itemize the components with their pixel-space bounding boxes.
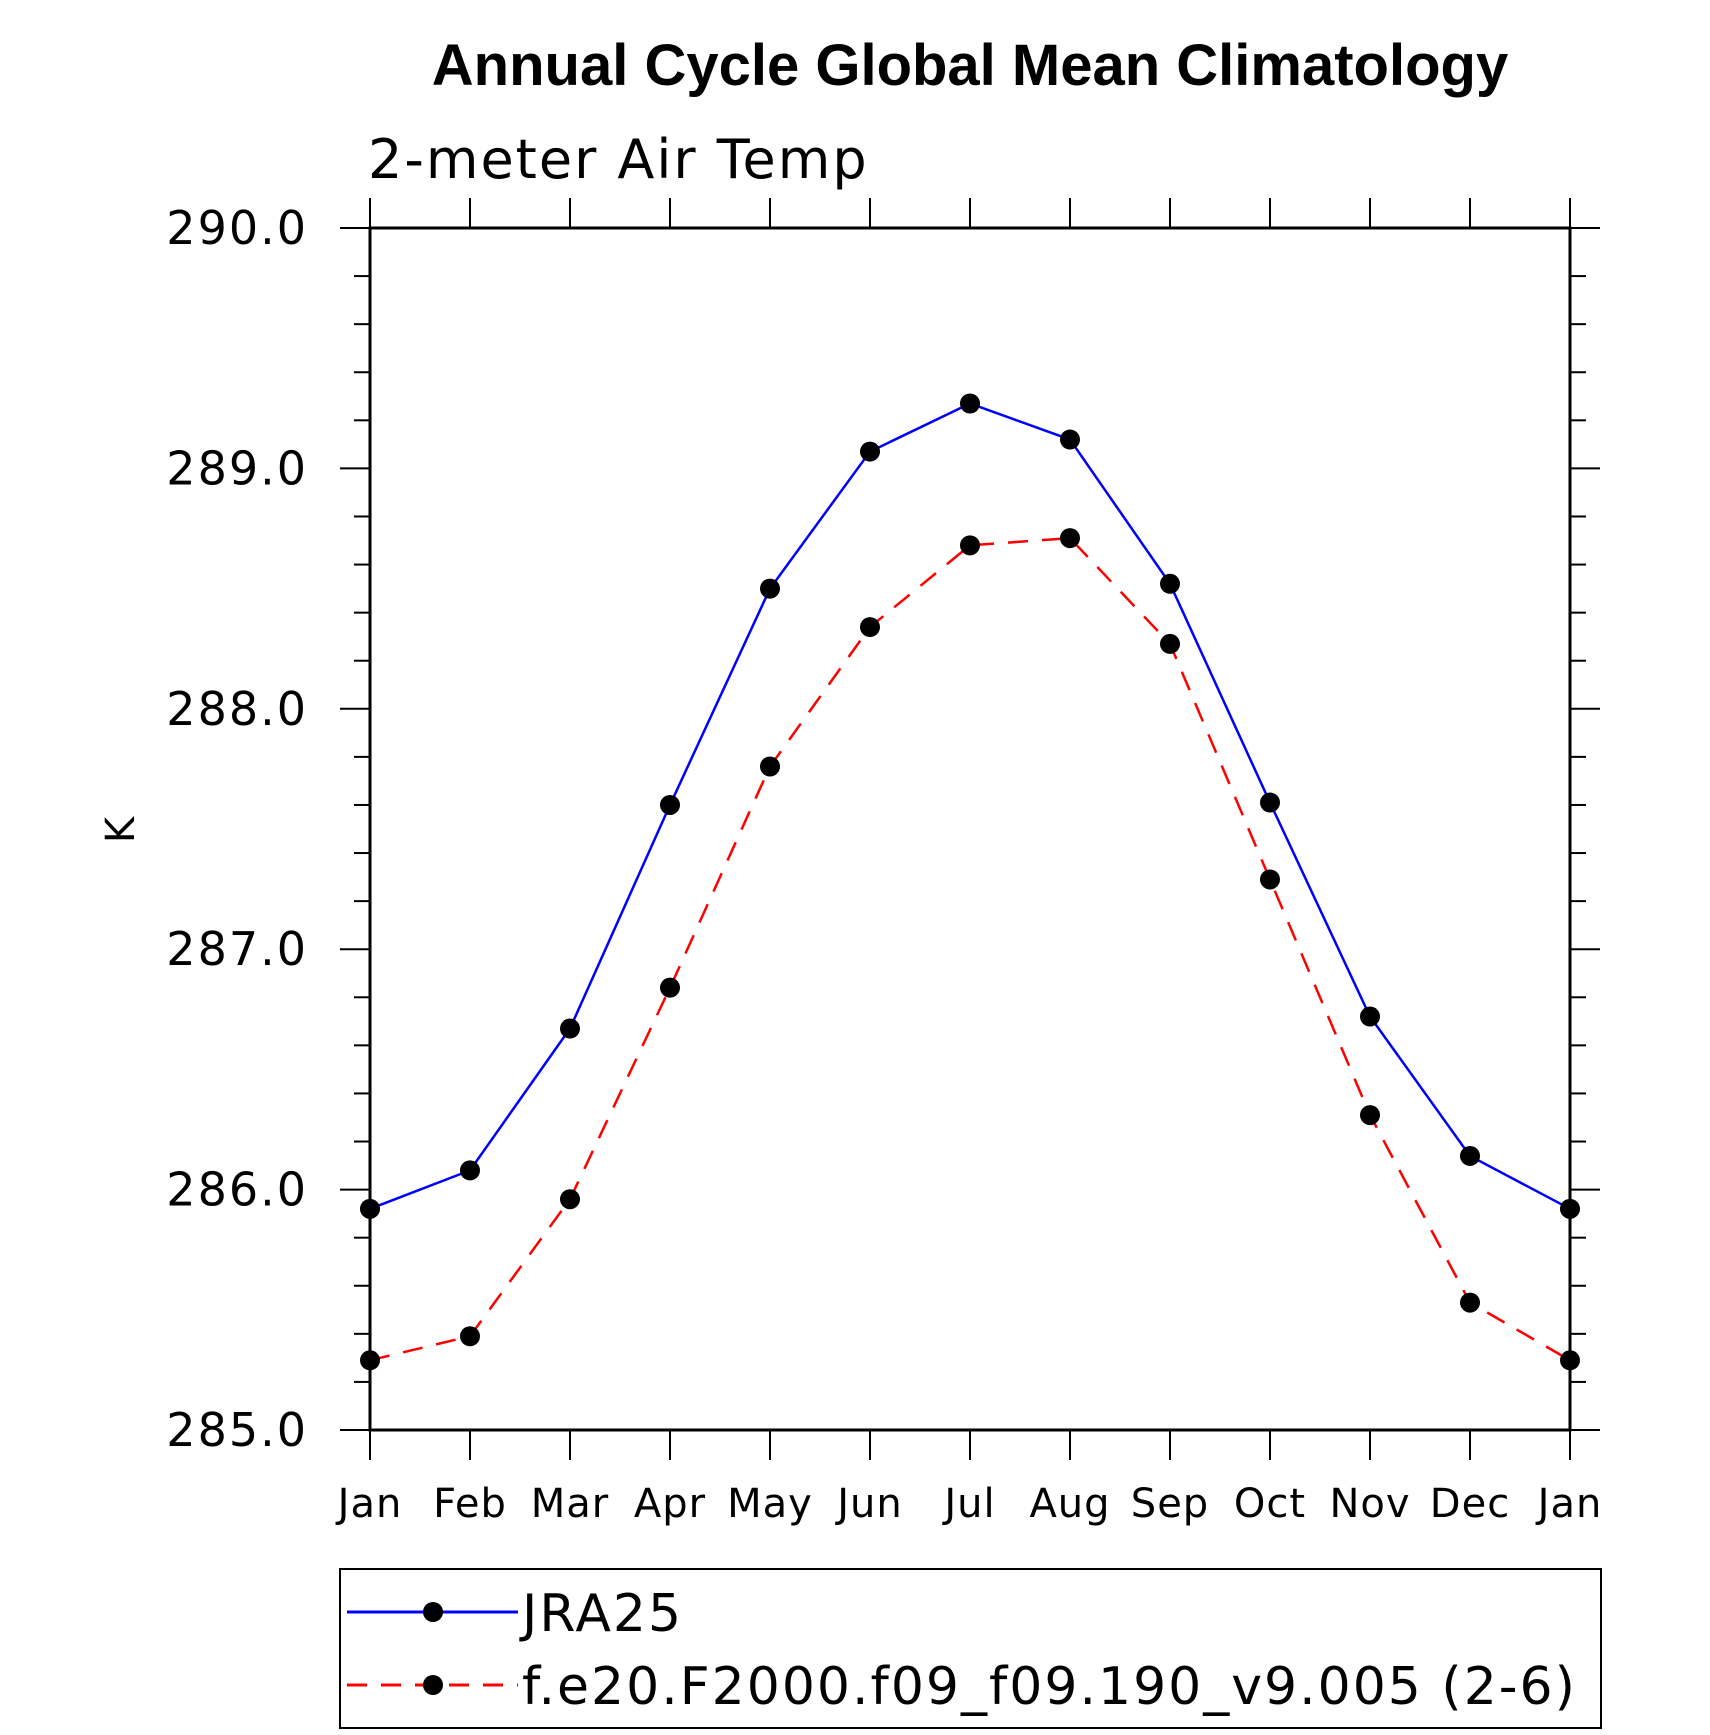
x-tick-label: Sep <box>1131 1481 1209 1527</box>
y-tick-label: 286.0 <box>166 1163 308 1217</box>
data-point-1-2 <box>560 1189 580 1210</box>
data-point-0-1 <box>460 1160 480 1181</box>
y-tick-label: 289.0 <box>166 441 308 495</box>
data-point-1-3 <box>660 977 680 998</box>
data-point-0-11 <box>1460 1145 1480 1166</box>
data-point-1-11 <box>1460 1292 1480 1313</box>
x-tick-label: Jan <box>335 1481 403 1527</box>
x-tick-label: Dec <box>1430 1481 1510 1527</box>
x-tick-label: Jul <box>941 1481 995 1527</box>
data-point-0-6 <box>960 393 980 414</box>
data-point-0-0 <box>360 1198 380 1219</box>
data-point-1-6 <box>960 535 980 556</box>
y-axis-label: K <box>98 815 144 843</box>
data-point-1-4 <box>760 756 780 777</box>
data-point-1-0 <box>360 1350 380 1371</box>
legend-label-model: f.e20.F2000.f09_f09.190_v9.005 (2-6) <box>522 1657 1577 1717</box>
series-line-0 <box>369 402 1571 1210</box>
data-point-0-8 <box>1160 573 1180 594</box>
series-layer <box>360 393 1580 1371</box>
x-tick-label: Nov <box>1329 1481 1410 1527</box>
legend: JRA25 f.e20.F2000.f09_f09.190_v9.005 (2-… <box>339 1568 1602 1729</box>
legend-marker-model <box>423 1675 443 1695</box>
x-tick-label: Mar <box>531 1481 609 1527</box>
legend-marker-jra25 <box>423 1602 443 1622</box>
data-point-1-7 <box>1060 528 1080 549</box>
data-point-0-12 <box>1560 1198 1580 1219</box>
y-tick-label: 288.0 <box>166 682 308 736</box>
data-point-1-1 <box>460 1326 480 1347</box>
y-tick-label: 290.0 <box>166 201 308 255</box>
data-point-0-3 <box>660 794 680 815</box>
x-tick-label: Oct <box>1234 1481 1306 1527</box>
data-point-1-8 <box>1160 633 1180 654</box>
data-point-0-2 <box>560 1018 580 1039</box>
x-tick-label: Feb <box>433 1481 507 1527</box>
x-tick-label: Jun <box>834 1481 903 1527</box>
data-point-1-10 <box>1360 1105 1380 1126</box>
y-tick-label: 285.0 <box>166 1403 308 1457</box>
chart-subtitle: 2-meter Air Temp <box>368 128 869 191</box>
data-point-1-9 <box>1260 869 1280 890</box>
data-point-0-5 <box>860 441 880 462</box>
data-point-1-5 <box>860 617 880 638</box>
data-point-1-12 <box>1560 1350 1580 1371</box>
x-tick-label: May <box>727 1481 813 1527</box>
data-point-0-4 <box>760 578 780 599</box>
data-point-0-9 <box>1260 792 1280 813</box>
axes: 285.0 286.0 287.0 288.0 289.0 290.0 Jan Feb Mar A… <box>166 198 1603 1527</box>
series-line-1 <box>369 536 1571 1362</box>
x-tick-label: Jan <box>1535 1481 1603 1527</box>
data-point-0-10 <box>1360 1006 1380 1027</box>
data-point-0-7 <box>1060 429 1080 450</box>
x-tick-label: Aug <box>1029 1481 1110 1527</box>
legend-label-jra25: JRA25 <box>519 1584 683 1644</box>
y-tick-label: 287.0 <box>166 922 308 976</box>
x-tick-label: Apr <box>634 1481 706 1527</box>
chart-title: Annual Cycle Global Mean Climatology <box>432 33 1508 98</box>
legend-box <box>339 1568 1602 1729</box>
